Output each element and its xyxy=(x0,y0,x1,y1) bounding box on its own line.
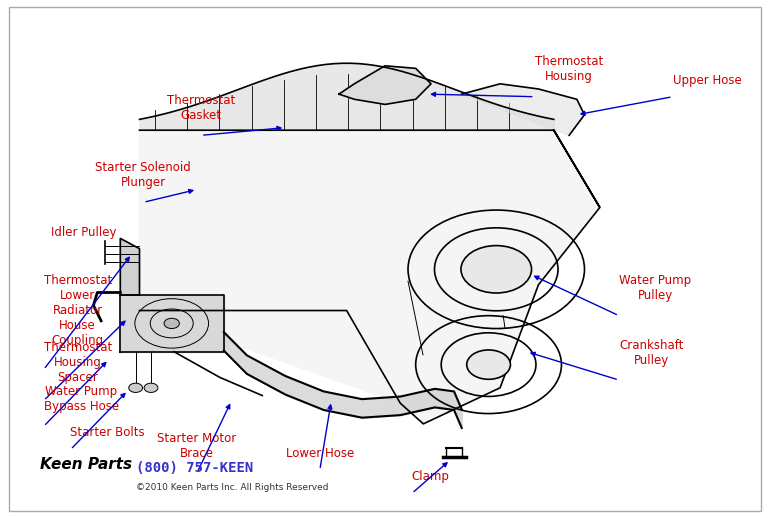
Polygon shape xyxy=(139,130,600,424)
Text: Thermostat
Housing
Spacer: Thermostat Housing Spacer xyxy=(44,341,112,384)
Text: Crankshaft
Pulley: Crankshaft Pulley xyxy=(619,339,684,367)
Circle shape xyxy=(467,350,511,379)
Text: Upper Hose: Upper Hose xyxy=(673,74,742,87)
Circle shape xyxy=(164,318,179,328)
Text: ©2010 Keen Parts Inc. All Rights Reserved: ©2010 Keen Parts Inc. All Rights Reserve… xyxy=(136,483,328,492)
Polygon shape xyxy=(120,238,139,295)
Text: Thermostat
Gasket: Thermostat Gasket xyxy=(167,94,235,122)
Circle shape xyxy=(144,383,158,393)
Polygon shape xyxy=(462,84,584,135)
Text: Starter Solenoid
Plunger: Starter Solenoid Plunger xyxy=(95,161,191,189)
Polygon shape xyxy=(339,66,431,105)
Text: Lower Hose: Lower Hose xyxy=(286,447,354,460)
Text: Starter Motor
Brace: Starter Motor Brace xyxy=(157,431,236,459)
Text: Water Pump
Pulley: Water Pump Pulley xyxy=(619,275,691,303)
Circle shape xyxy=(129,383,142,393)
Text: Starter Bolts: Starter Bolts xyxy=(70,426,145,439)
Text: Thermostat
Lower
Radiator
House
Coupling: Thermostat Lower Radiator House Coupling xyxy=(44,275,112,348)
Circle shape xyxy=(461,246,531,293)
Text: Idler Pulley: Idler Pulley xyxy=(52,225,117,238)
Text: Keen Parts: Keen Parts xyxy=(40,457,132,472)
Text: Clamp: Clamp xyxy=(412,470,450,483)
Polygon shape xyxy=(120,295,224,352)
Text: Thermostat
Housing: Thermostat Housing xyxy=(534,55,603,83)
Polygon shape xyxy=(554,130,600,208)
Text: (800) 757-KEEN: (800) 757-KEEN xyxy=(136,461,253,475)
Text: Water Pump
Bypass Hose: Water Pump Bypass Hose xyxy=(44,385,119,413)
